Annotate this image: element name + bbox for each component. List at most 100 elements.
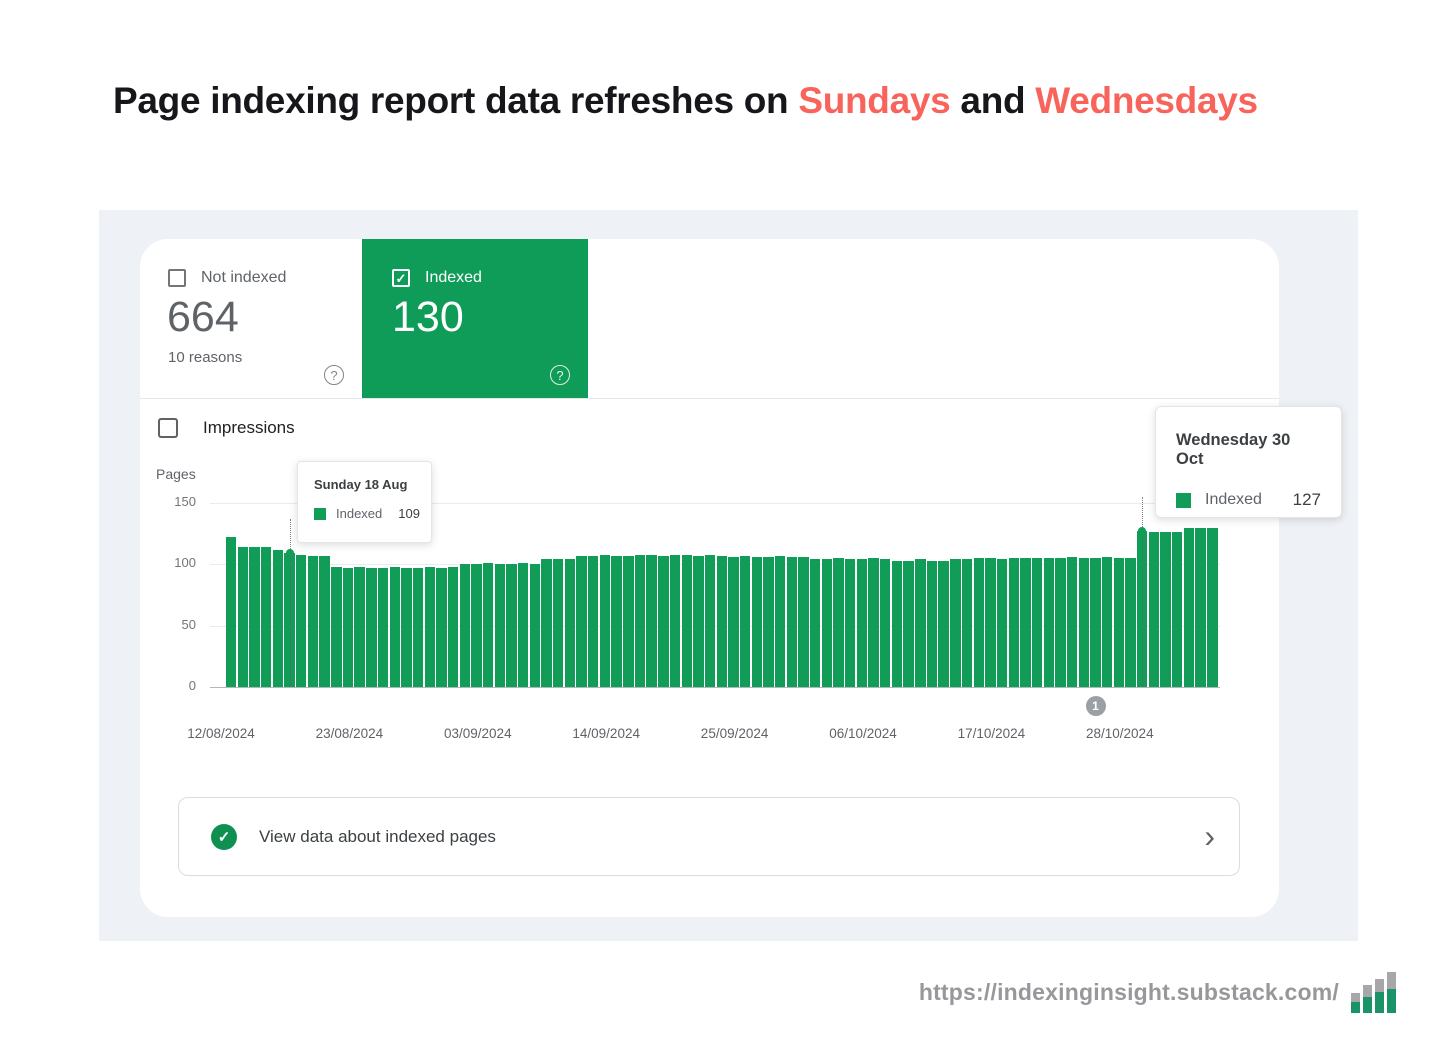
- chart-bar[interactable]: [541, 559, 552, 687]
- chart-bar[interactable]: [401, 568, 412, 687]
- chart-bar[interactable]: [961, 559, 973, 687]
- chart-bar[interactable]: [331, 566, 342, 687]
- impressions-toggle[interactable]: Impressions: [158, 418, 295, 438]
- chart-bar[interactable]: [576, 555, 587, 687]
- chart-bar[interactable]: [646, 554, 657, 687]
- chart-bar[interactable]: [226, 537, 237, 687]
- chart-bar[interactable]: [342, 568, 354, 687]
- chart-bar[interactable]: [868, 558, 879, 687]
- checkbox-not-indexed[interactable]: [168, 269, 186, 287]
- chart-bar[interactable]: [1207, 527, 1218, 687]
- chart-bar[interactable]: [447, 566, 459, 687]
- chart-bar[interactable]: [1172, 532, 1183, 687]
- gridline: [210, 503, 1220, 504]
- chart-bar[interactable]: [1160, 532, 1171, 687]
- chart-bar[interactable]: [1148, 532, 1160, 687]
- chart-bar[interactable]: [880, 559, 891, 687]
- chart-bar[interactable]: [996, 559, 1008, 687]
- chart-bar[interactable]: [529, 564, 541, 687]
- title-text: Page indexing report data refreshes on: [113, 80, 799, 121]
- view-data-button[interactable]: ✓ View data about indexed pages ›: [178, 797, 1240, 876]
- chart-bar[interactable]: [634, 554, 646, 687]
- chart-bar[interactable]: [926, 560, 938, 687]
- help-icon[interactable]: ?: [550, 365, 570, 385]
- checkbox-indexed[interactable]: ✓: [392, 269, 410, 287]
- chart-bar[interactable]: [739, 555, 751, 687]
- chart-bar[interactable]: [1078, 558, 1090, 687]
- legend-swatch-icon: [314, 507, 326, 520]
- chart-bar[interactable]: [681, 554, 692, 687]
- chart-bar[interactable]: [471, 564, 482, 687]
- chart-bar[interactable]: [553, 559, 564, 687]
- checkbox-impressions[interactable]: [158, 418, 178, 438]
- chart-bar[interactable]: [1195, 527, 1206, 687]
- chart-bar[interactable]: [436, 568, 447, 687]
- chart-bar[interactable]: [1031, 558, 1043, 687]
- chart-bar[interactable]: [950, 559, 961, 687]
- chart-bar[interactable]: [985, 558, 996, 687]
- chart-bar[interactable]: [1090, 558, 1101, 687]
- chart-bar[interactable]: [751, 556, 762, 687]
- chart-bar[interactable]: [1043, 558, 1054, 687]
- chart-bar[interactable]: [973, 558, 984, 687]
- chart-bar[interactable]: [810, 559, 821, 687]
- chart-bar[interactable]: [412, 568, 424, 687]
- chart-bar[interactable]: [891, 560, 903, 687]
- chart-bar[interactable]: [1055, 558, 1066, 687]
- chart-bar[interactable]: [296, 554, 307, 687]
- tab-indexed[interactable]: ✓ Indexed 130 ?: [362, 239, 588, 398]
- chart-bar[interactable]: [1125, 558, 1136, 687]
- chart-bar[interactable]: [237, 547, 249, 687]
- chart-bar[interactable]: [833, 558, 844, 687]
- chart-bar[interactable]: [494, 564, 506, 687]
- chart-bar[interactable]: [377, 568, 389, 687]
- chart-bar[interactable]: [482, 563, 494, 687]
- chart-bar[interactable]: [903, 560, 914, 687]
- chart-bar[interactable]: [658, 555, 669, 687]
- chart-bar[interactable]: [856, 559, 868, 687]
- chart-bar[interactable]: [506, 564, 517, 687]
- annotation-marker[interactable]: 1: [1085, 696, 1106, 716]
- chart-bar[interactable]: [716, 555, 727, 687]
- chart-bar[interactable]: [366, 568, 377, 687]
- chart-bar[interactable]: [1183, 527, 1195, 687]
- chart-bar[interactable]: [728, 556, 739, 687]
- chart-bar[interactable]: [518, 563, 529, 687]
- chart-bar[interactable]: [693, 555, 704, 687]
- chart-bar[interactable]: [821, 559, 833, 687]
- chart-bar[interactable]: [564, 559, 576, 687]
- chart-bar[interactable]: [938, 560, 949, 687]
- chart-bar[interactable]: [272, 549, 284, 687]
- chart-bar[interactable]: [459, 564, 470, 687]
- chart-bar[interactable]: [424, 566, 435, 687]
- chart-bar[interactable]: [1066, 556, 1078, 687]
- chart-bar[interactable]: [1137, 531, 1148, 687]
- chart-bar[interactable]: [786, 556, 798, 687]
- chart-bar[interactable]: [1102, 556, 1113, 687]
- chart-bar[interactable]: [704, 554, 716, 687]
- chart-bar[interactable]: [669, 554, 681, 687]
- chart-bar[interactable]: [763, 556, 774, 687]
- chart-bar[interactable]: [611, 555, 622, 687]
- help-icon[interactable]: ?: [324, 365, 344, 385]
- chart-bar[interactable]: [284, 553, 295, 687]
- chart-bar[interactable]: [1008, 558, 1019, 687]
- chart-bar[interactable]: [623, 555, 634, 687]
- chart-bar[interactable]: [798, 556, 809, 687]
- chart-bar[interactable]: [319, 555, 330, 687]
- chart-bar[interactable]: [774, 555, 786, 687]
- chart-bar[interactable]: [389, 566, 400, 687]
- chart-bar[interactable]: [915, 559, 926, 687]
- chart-bar[interactable]: [599, 554, 611, 687]
- logo-bar: [1375, 979, 1384, 1013]
- chart-bar[interactable]: [307, 555, 319, 687]
- chart-bar[interactable]: [1020, 558, 1031, 687]
- chart-bar[interactable]: [261, 547, 272, 687]
- chart-bar[interactable]: [845, 559, 856, 687]
- chart-bar[interactable]: [1113, 558, 1125, 687]
- chart-bar[interactable]: [249, 547, 260, 687]
- tab-not-indexed[interactable]: Not indexed 664 10 reasons ?: [140, 239, 362, 398]
- chart-bar[interactable]: [588, 555, 599, 687]
- chart-bar[interactable]: [354, 566, 365, 687]
